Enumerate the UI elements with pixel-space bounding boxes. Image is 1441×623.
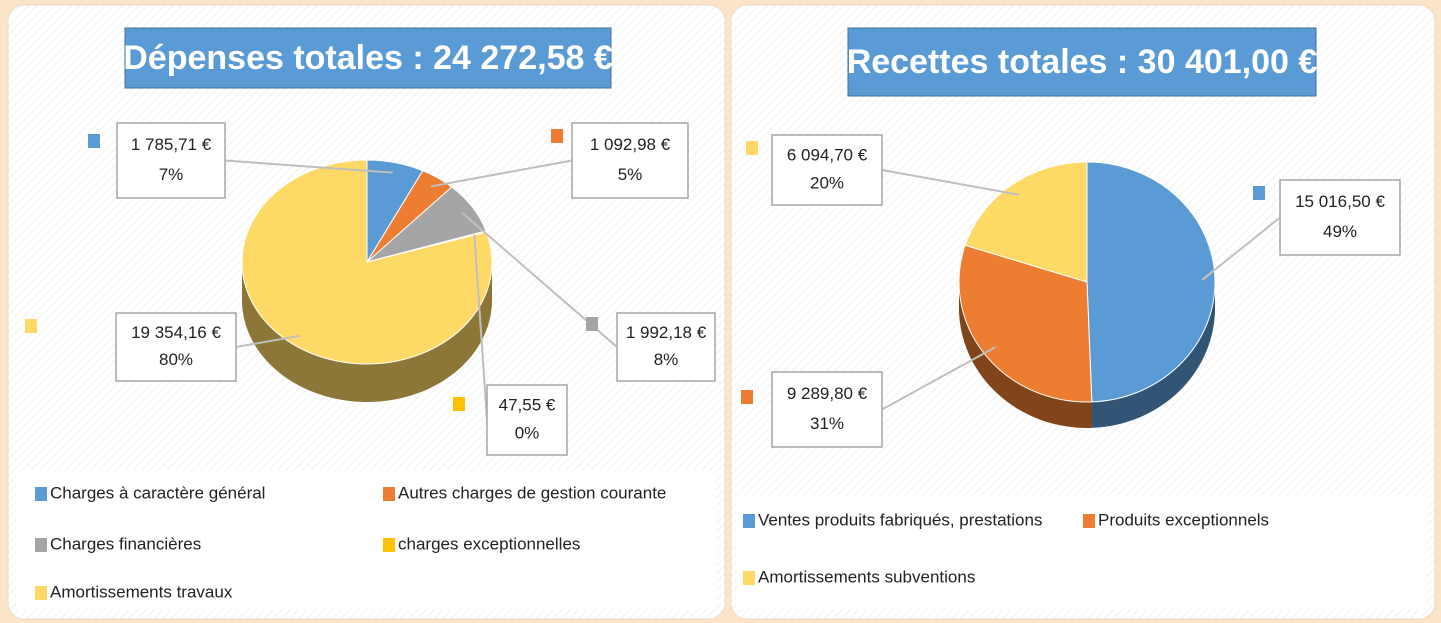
- leader-line: [881, 346, 996, 411]
- legend-swatch: [743, 571, 755, 585]
- label-box: [115, 312, 237, 382]
- leader-line: [1201, 216, 1281, 281]
- legend-swatch: [383, 538, 395, 552]
- label-box: [486, 384, 568, 456]
- leader-line: [235, 334, 301, 348]
- percent-label: 0%: [515, 423, 540, 442]
- legend-swatch: [743, 514, 755, 528]
- legend-label: Ventes produits fabriqués, prestations: [758, 510, 1042, 529]
- legend-swatch: [35, 538, 47, 552]
- chart-title: Dépenses totales : 24 272,58 €: [123, 39, 613, 77]
- legend-label: Produits exceptionnels: [1098, 510, 1269, 529]
- title-box: [847, 27, 1317, 97]
- label-key: [88, 134, 100, 148]
- legend-label: Charges financières: [50, 534, 201, 553]
- label-box: [616, 312, 716, 382]
- slice: [958, 244, 1093, 403]
- chart-title: Recettes totales : 30 401,00 €: [847, 43, 1318, 81]
- legend-label: Amortissements travaux: [50, 582, 233, 601]
- data-label: 1 092,98 €: [590, 135, 671, 154]
- percent-label: 5%: [618, 165, 643, 184]
- data-label: 47,55 €: [499, 395, 556, 414]
- leader-line: [881, 169, 1020, 196]
- percent-label: 20%: [810, 173, 844, 192]
- legend-label: Charges à caractère général: [50, 483, 265, 502]
- legend-area: [16, 470, 716, 610]
- data-label: 1 992,18 €: [626, 323, 707, 342]
- legend-swatch: [35, 586, 47, 600]
- label-box: [771, 134, 883, 206]
- percent-label: 7%: [159, 165, 184, 184]
- label-box: [116, 122, 226, 199]
- label-box: [571, 122, 689, 199]
- legend-label: Autres charges de gestion courante: [398, 483, 666, 502]
- legend-area: [737, 495, 1427, 610]
- slice: [964, 161, 1088, 283]
- label-box: [771, 371, 883, 448]
- label-key: [746, 141, 758, 155]
- data-label: 1 785,71 €: [131, 135, 212, 154]
- label-key: [741, 390, 753, 404]
- legend-swatch: [383, 487, 395, 501]
- title-box: [124, 27, 612, 89]
- data-label: 6 094,70 €: [787, 145, 868, 164]
- legend-swatch: [35, 487, 47, 501]
- percent-label: 49%: [1323, 222, 1357, 241]
- data-label: 15 016,50 €: [1295, 192, 1385, 211]
- legend-swatch: [1083, 514, 1095, 528]
- percent-label: 31%: [810, 414, 844, 433]
- label-key: [586, 317, 598, 331]
- data-label: 9 289,80 €: [787, 384, 868, 403]
- label-key: [25, 319, 37, 333]
- leader-line: [430, 159, 573, 188]
- legend-label: Amortissements subventions: [758, 567, 975, 586]
- label-key: [1253, 186, 1265, 200]
- label-key: [551, 129, 563, 143]
- label-key: [453, 397, 465, 411]
- slice: [1086, 161, 1216, 403]
- percent-label: 80%: [159, 350, 193, 369]
- percent-label: 8%: [654, 350, 679, 369]
- leader-line: [473, 234, 488, 421]
- legend-label: charges exceptionnelles: [398, 534, 580, 553]
- label-box: [1279, 179, 1401, 256]
- data-label: 19 354,16 €: [131, 323, 221, 342]
- leader-line: [224, 159, 393, 174]
